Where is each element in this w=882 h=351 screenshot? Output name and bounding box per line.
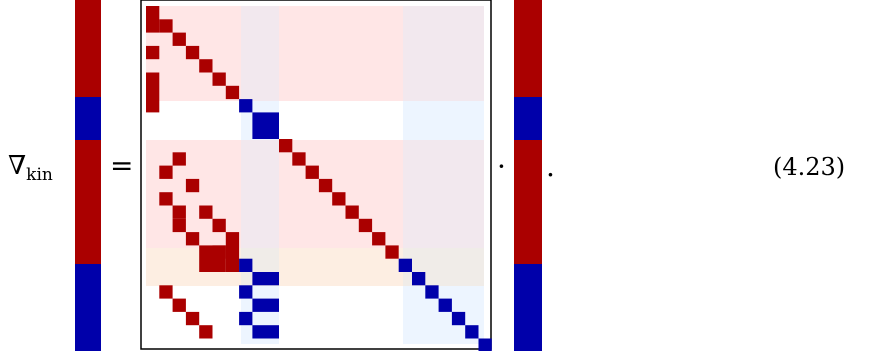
matrix-cell: [172, 32, 186, 46]
matrix-cell: [398, 258, 412, 272]
matrix-cell: [172, 152, 186, 166]
matrix-cell: [199, 205, 213, 219]
matrix-cell: [225, 85, 240, 100]
rhs-vector-segment-4: [514, 264, 542, 351]
matrix-cell: [385, 245, 399, 259]
rhs-vector-segment-2: [514, 97, 542, 140]
matrix-cell: [172, 205, 186, 219]
matrix-cell: [185, 178, 200, 193]
lhs-vector: [75, 0, 101, 351]
matrix-cell: [185, 45, 200, 60]
matrix-cell: [239, 285, 253, 299]
matrix-cell: [185, 232, 200, 246]
matrix-cell: [292, 152, 306, 166]
matrix-cell: [159, 285, 173, 299]
lhs-vector-segment-3: [75, 140, 101, 264]
matrix-cell: [146, 72, 160, 113]
matrix-cell: [212, 72, 226, 86]
matrix-cell: [465, 325, 479, 339]
matrix-cell: [225, 232, 240, 272]
matrix-cell: [239, 258, 253, 272]
nabla-subscript: kin: [26, 165, 53, 185]
matrix-cell: [332, 192, 346, 206]
matrix-cell: [252, 112, 279, 139]
matrix-cell: [305, 165, 319, 179]
lhs-vector-segment-1: [75, 0, 101, 97]
matrix-cell: [372, 232, 386, 246]
dot-operator: ·: [497, 150, 506, 183]
equals-sign: =: [110, 149, 134, 182]
matrix-shading: [146, 6, 484, 344]
matrix-cell: [252, 272, 279, 286]
matrix-cell: [279, 139, 293, 153]
matrix-cell: [438, 298, 452, 312]
nabla-symbol: ∇: [8, 151, 27, 181]
lhs-vector-segment-2: [75, 97, 101, 140]
matrix-cell: [199, 59, 213, 73]
matrix-cell: [199, 245, 226, 272]
matrix-cell: [252, 325, 279, 339]
matrix-cell: [412, 272, 426, 286]
shade-overlap-3: [241, 140, 279, 248]
matrix-cell: [451, 311, 466, 326]
matrix-cell: [172, 218, 186, 233]
matrix-cell: [212, 218, 226, 233]
lhs-nabla-kin: ∇kin: [8, 150, 53, 191]
rhs-vector-segment-3: [514, 140, 542, 264]
period: .: [546, 150, 555, 183]
matrix-cell: [345, 205, 359, 219]
matrix-cell: [425, 285, 439, 299]
matrix-cell: [199, 325, 213, 339]
matrix-cell: [159, 165, 173, 179]
matrix-cell: [239, 99, 253, 113]
matrix-cells: [146, 6, 492, 351]
rhs-vector-segment-1: [514, 0, 542, 97]
matrix-cell: [252, 298, 279, 312]
matrix-cell: [478, 338, 492, 351]
rhs-vector: [514, 0, 542, 351]
matrix-cell: [146, 45, 160, 60]
matrix-cell: [146, 6, 160, 33]
matrix-cell: [159, 192, 173, 206]
matrix-cell: [239, 311, 253, 326]
matrix-cell: [358, 218, 373, 233]
shade-overlap-4: [403, 140, 484, 248]
matrix-cell: [159, 19, 173, 33]
lhs-vector-segment-4: [75, 264, 101, 351]
shade-overlap-2: [403, 6, 484, 101]
matrix-cell: [172, 298, 186, 312]
matrix: [140, 0, 492, 351]
equation-number: (4.23): [773, 153, 846, 181]
matrix-cell: [318, 178, 333, 193]
shade-overlap-1: [241, 6, 279, 101]
matrix-cell: [185, 311, 200, 326]
